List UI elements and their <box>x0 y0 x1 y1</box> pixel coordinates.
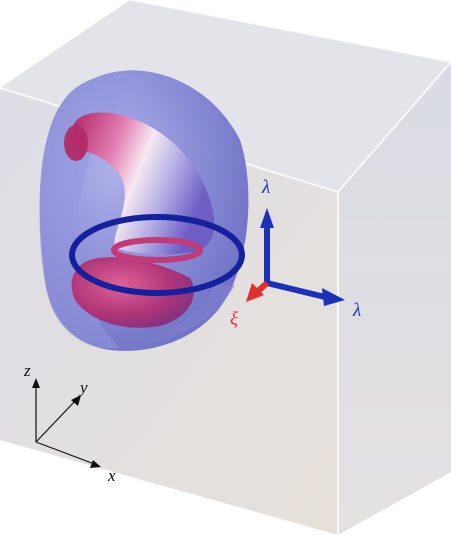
blue-ring <box>69 214 245 296</box>
lambda-vertical-label: λ <box>261 177 270 198</box>
axis-x-label: x <box>107 466 116 485</box>
x-axis-arrowhead <box>90 460 101 468</box>
box-right-face <box>338 62 451 535</box>
lambda-horizontal-label: λ <box>352 300 361 321</box>
y-axis-arrowhead <box>71 395 81 406</box>
axis-z-label: z <box>23 361 31 380</box>
y-axis <box>35 399 77 443</box>
axis-y-label: y <box>78 378 88 397</box>
xi-arrow <box>246 280 270 302</box>
lambda-horizontal-arrow <box>266 280 345 306</box>
coordinate-axes <box>32 378 101 468</box>
box-top-face <box>0 0 451 192</box>
z-axis-arrowhead <box>32 378 40 388</box>
box-edge <box>337 61 451 193</box>
lambda-vertical-arrow <box>260 208 274 285</box>
x-axis <box>35 441 98 466</box>
tube-collar <box>111 237 203 263</box>
box-edge <box>129 0 451 63</box>
xi-label: ξ <box>230 309 239 330</box>
tube-end-cap <box>64 125 88 161</box>
